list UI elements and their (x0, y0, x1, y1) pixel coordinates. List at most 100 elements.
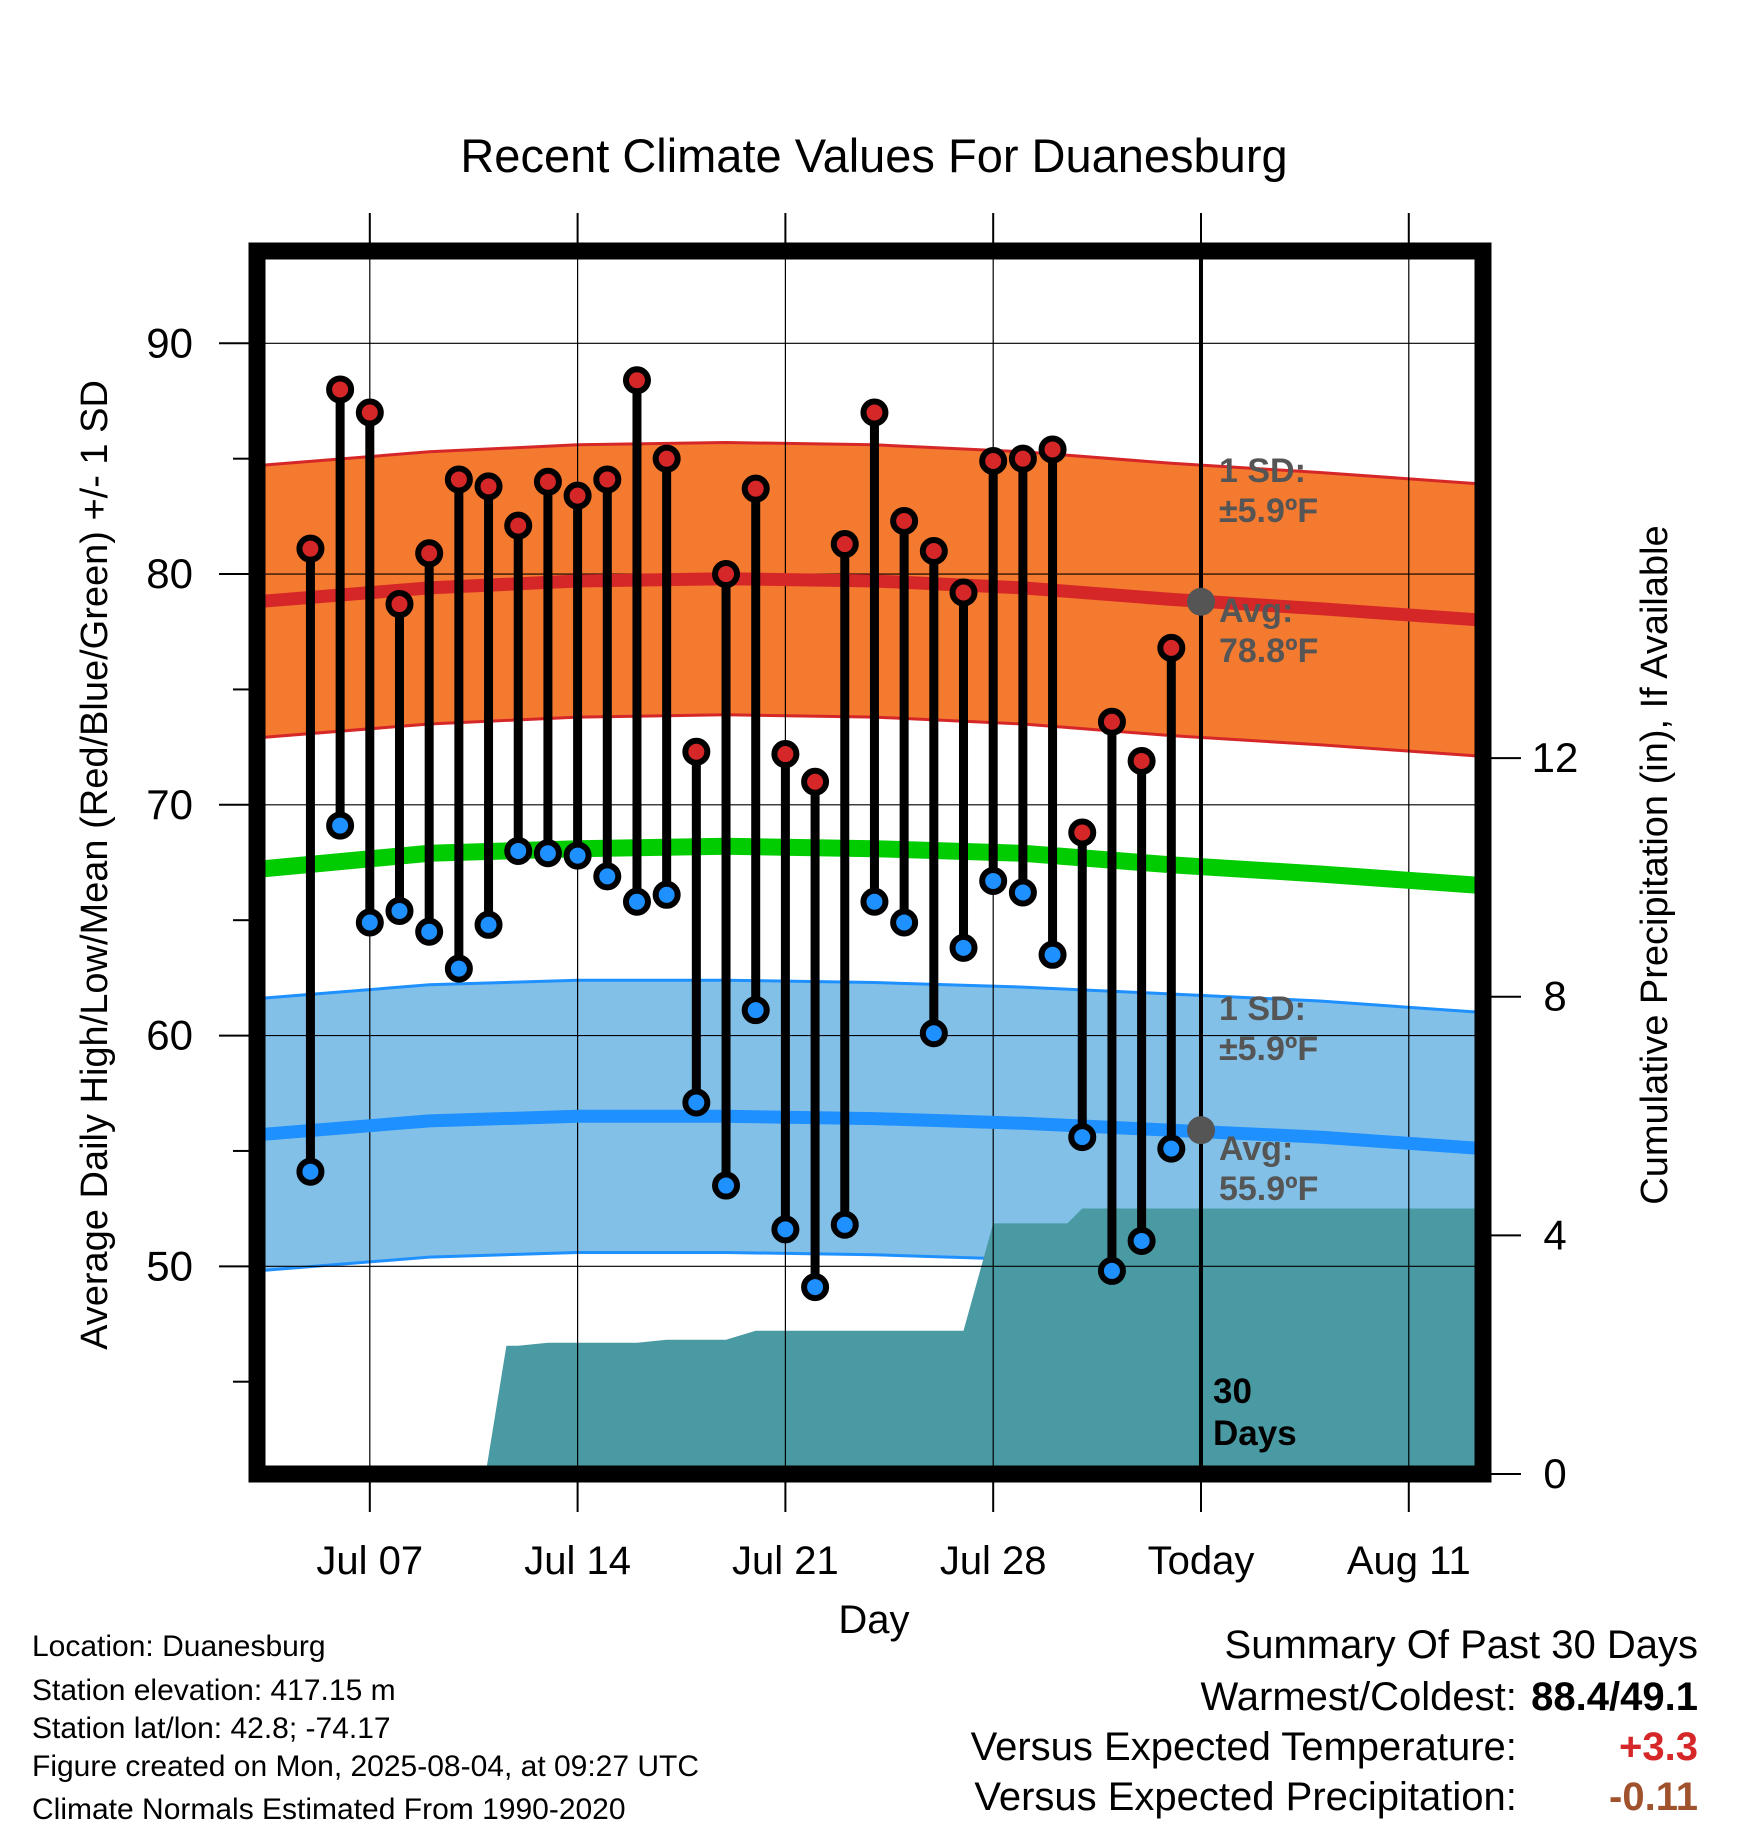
high-point (355, 398, 384, 427)
temp-value: +3.3 (1619, 1725, 1698, 1769)
low-point (1127, 1226, 1156, 1255)
y2-axis-label: Cumulative Precipitation (in), If Availa… (1634, 525, 1676, 1204)
y-tick-label: 50 (146, 1242, 193, 1289)
low-point (355, 908, 384, 937)
low-point (1097, 1256, 1126, 1285)
high-point (682, 737, 711, 766)
low-point (919, 1019, 948, 1048)
daily-stems (305, 380, 1176, 1288)
y-tick-label: 70 (146, 781, 193, 828)
low-point (860, 887, 889, 916)
x-tick-label: Jul 28 (940, 1539, 1047, 1583)
low-point (533, 839, 562, 868)
high-point (326, 375, 355, 404)
low-point (979, 866, 1008, 895)
x-tick-label: Today (1148, 1539, 1255, 1583)
high-point (385, 590, 414, 619)
high-point (444, 465, 473, 494)
high-point (830, 530, 859, 559)
low-point (326, 811, 355, 840)
info-created: Figure created on Mon, 2025-08-04, at 09… (32, 1750, 700, 1783)
high-point (741, 474, 770, 503)
today-high-avg-marker (1186, 587, 1215, 616)
high-point (504, 511, 533, 540)
high-point (296, 534, 325, 563)
y-tick-label: 60 (146, 1012, 193, 1059)
summary-temp: Versus Expected Temperature: +3.3 (971, 1727, 1698, 1767)
high-point (563, 481, 592, 510)
low-point (444, 954, 473, 983)
low-point (563, 841, 592, 870)
y-tick-label: 80 (146, 550, 193, 597)
low-point (1038, 940, 1067, 969)
today-days-label: 30 Days (1213, 1372, 1297, 1453)
high-point (860, 398, 889, 427)
precip-label: Versus Expected Precipitation: (974, 1775, 1517, 1819)
high-sd-annotation: 1 SD: ±5.9ºF (1219, 452, 1318, 530)
precip-value: -0.11 (1609, 1775, 1698, 1819)
low-point (415, 917, 444, 946)
summary-precip: Versus Expected Precipitation: -0.11 (974, 1777, 1698, 1817)
today-low-avg-marker (1186, 1116, 1215, 1145)
x-tick-label: Jul 14 (524, 1539, 631, 1583)
low-point (890, 908, 919, 937)
high-point (1068, 818, 1097, 847)
high-point (1157, 633, 1186, 662)
y2-tick-label: 0 (1543, 1450, 1566, 1497)
low-point (830, 1210, 859, 1239)
high-point (712, 560, 741, 589)
precip-area (280, 1208, 1484, 1474)
high-point (474, 472, 503, 501)
info-normals: Climate Normals Estimated From 1990-2020 (32, 1793, 626, 1826)
warm-cold-label: Warmest/Coldest: (1200, 1675, 1517, 1719)
high-point (415, 539, 444, 568)
low-point (593, 862, 622, 891)
high-point (890, 506, 919, 535)
high-point (1008, 444, 1037, 473)
info-latlon: Station lat/lon: 42.8; -74.17 (32, 1712, 391, 1745)
low-point (385, 896, 414, 925)
low-point (682, 1088, 711, 1117)
low-point (1157, 1134, 1186, 1163)
warm-cold-value: 88.4/49.1 (1531, 1675, 1698, 1719)
info-elevation: Station elevation: 417.15 m (32, 1674, 396, 1707)
low-point (741, 996, 770, 1025)
x-tick-label: Jul 07 (316, 1539, 423, 1583)
y2-tick-label: 4 (1543, 1211, 1566, 1258)
high-point (1097, 707, 1126, 736)
plot-frame (248, 242, 1492, 1483)
high-point (652, 444, 681, 473)
high-point (622, 366, 651, 395)
low-point (1068, 1123, 1097, 1152)
low-avg-annotation: Avg: 55.9ºF (1219, 1130, 1318, 1208)
high-point (771, 740, 800, 769)
y2-tick-label: 8 (1543, 973, 1566, 1020)
annotations: 1 SD: ±5.9ºF Avg: 78.8ºF 1 SD: ±5.9ºF Avg: 55.9… (1213, 452, 1318, 1453)
axes: 50 60 70 80 90 0 4 8 12 Jul 07 Jul 14 Jul 21 Jul 28 T… (146, 213, 1578, 1583)
low-sd-upper-edge (256, 978, 1484, 1014)
high-point (801, 767, 830, 796)
low-sd-annotation: 1 SD: ±5.9ºF (1219, 990, 1318, 1068)
low-point (712, 1171, 741, 1200)
high-point (1038, 435, 1067, 464)
y-axis-label: Average Daily High/Low/Mean (Red/Blue/Gr… (74, 380, 116, 1350)
x-tick-label: Aug 11 (1347, 1539, 1471, 1583)
high-point (593, 465, 622, 494)
low-point (504, 836, 533, 865)
low-point (801, 1273, 830, 1302)
frame-border (248, 242, 1492, 1483)
info-location: Location: Duanesburg (32, 1630, 326, 1663)
daily-points (296, 366, 1215, 1302)
high-avg-annotation: Avg: 78.8ºF (1219, 592, 1318, 670)
high-point (533, 467, 562, 496)
low-point (1008, 878, 1037, 907)
low-point (652, 880, 681, 909)
high-point (949, 578, 978, 607)
low-point (474, 910, 503, 939)
temp-label: Versus Expected Temperature: (970, 1725, 1517, 1769)
low-point (949, 933, 978, 962)
low-normal-line (256, 1109, 1484, 1156)
summary-warm-cold: Warmest/Coldest: 88.4/49.1 (1201, 1677, 1699, 1717)
low-point (622, 887, 651, 916)
